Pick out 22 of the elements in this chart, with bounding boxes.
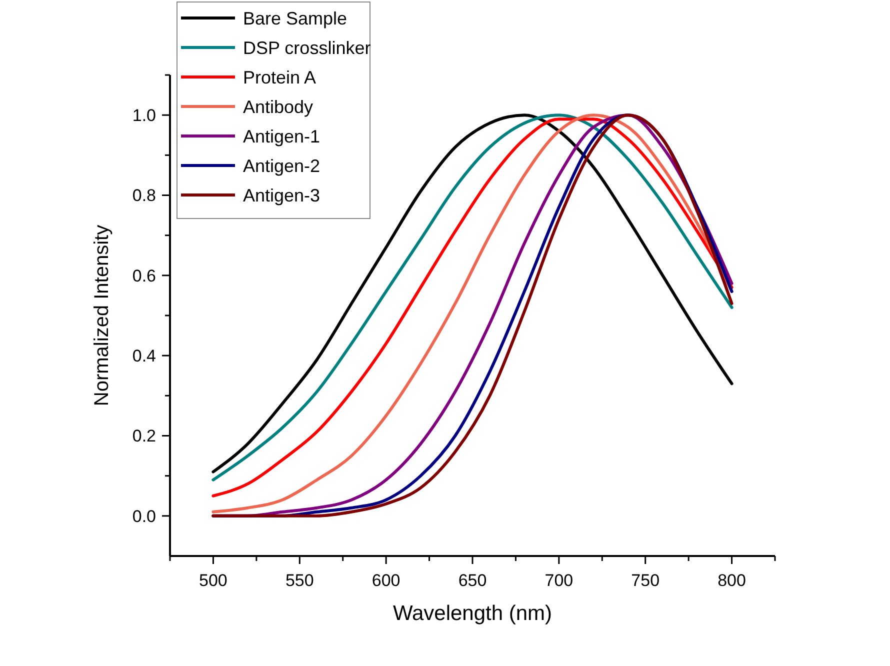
y-tick-label: 0.8 (132, 186, 156, 206)
y-axis-title: Normalized Intensity (91, 224, 113, 406)
legend-label: Protein A (243, 67, 316, 88)
y-tick-label: 0.0 (132, 506, 156, 526)
legend-label: Antibody (243, 96, 314, 117)
y-tick-label: 0.2 (132, 426, 156, 446)
y-tick-label: 1.0 (132, 106, 156, 126)
y-tick-label: 0.6 (132, 266, 156, 286)
x-tick-label: 550 (285, 571, 314, 590)
legend-label: Antigen-3 (243, 185, 320, 206)
x-tick-label: 750 (631, 571, 660, 590)
x-axis-title: Wavelength (nm) (392, 602, 552, 625)
x-tick-label: 600 (372, 571, 400, 590)
x-tick-label: 700 (544, 571, 574, 590)
legend-label: DSP crosslinker (243, 38, 371, 58)
x-tick-label: 500 (199, 571, 228, 590)
y-tick-label: 0.4 (132, 346, 156, 366)
legend-label: Antigen-1 (243, 126, 320, 146)
legend-label: Antigen-2 (243, 156, 320, 176)
x-tick-label: 650 (458, 571, 487, 590)
x-tick-label: 800 (718, 571, 746, 590)
legend-label: Bare Sample (243, 8, 348, 28)
